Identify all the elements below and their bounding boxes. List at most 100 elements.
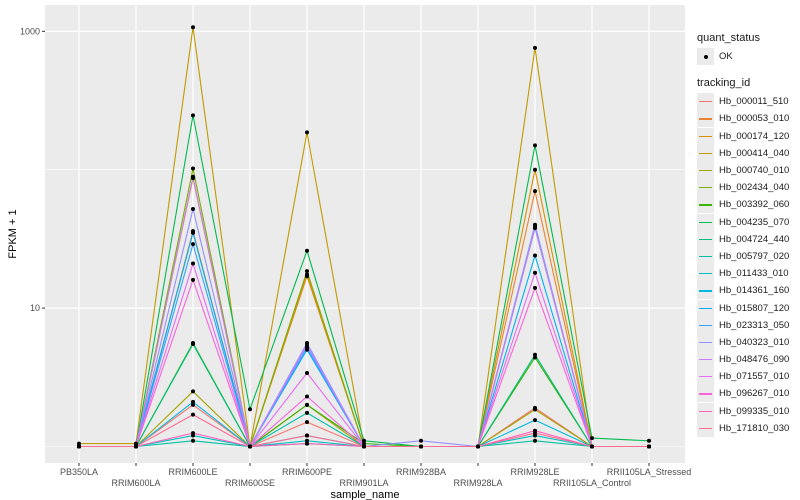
legend-entry: Hb_099335_010 [697,402,790,420]
line-key-icon [697,247,714,265]
data-point [191,389,195,394]
line-key-icon [697,419,714,437]
legend-label: Hb_096267_010 [719,388,790,400]
data-point [191,277,195,282]
y-tick-label: 10 [30,303,40,313]
line-key-icon [697,162,714,180]
data-point [248,444,252,449]
data-point [305,402,309,407]
legend-label: Hb_011433_010 [719,268,789,280]
data-point [191,402,195,407]
legend-entry: Hb_171810_030 [697,419,790,437]
data-point [533,45,537,50]
y-axis-title: FPKM + 1 [7,209,19,258]
data-point [533,270,537,275]
data-point [533,438,537,443]
data-point [305,394,309,399]
line-key-icon [697,282,714,300]
data-point [191,166,195,171]
line-key-icon [697,333,714,351]
legend-label: Hb_005797_020 [719,250,790,262]
data-point [191,412,195,417]
legend-label: Hb_023313_050 [719,319,790,331]
data-point [191,342,195,347]
data-point [191,431,195,436]
x-tick-label: RRII105LA_Control [553,478,631,488]
data-point [305,248,309,253]
legend-entry: Hb_000053_010 [697,110,790,128]
data-point [77,444,81,449]
line-key-icon [697,127,714,145]
line-key-icon [697,299,714,317]
data-point [248,407,252,412]
x-tick-label: PB350LA [60,467,98,477]
data-point [191,399,195,404]
x-tick-label: RRIM600LE [168,467,217,477]
line-key-icon [697,316,714,334]
data-point [191,207,195,212]
x-tick-label: RRIM928LA [453,478,502,488]
legend-entry: Hb_000011_510 [697,93,789,111]
legend-entry: Hb_023313_050 [697,316,790,334]
x-tick-label: RRIM901LA [339,478,388,488]
data-point [191,113,195,118]
data-point [191,438,195,443]
legend-label: Hb_000740_010 [719,165,790,177]
legend-entry: Hb_040323_010 [697,333,790,351]
data-point [533,189,537,194]
data-point [533,431,537,436]
x-tick-label: RRIM600LA [111,478,160,488]
data-point [305,438,309,443]
legend-label: Hb_040323_010 [719,336,790,348]
legend-entry: Hb_000740_010 [697,162,790,180]
legend-label: Hb_099335_010 [719,405,790,417]
data-point [134,444,138,449]
data-point [590,436,594,441]
line-key-icon [697,213,714,231]
legend-entry: Hb_096267_010 [697,385,790,403]
data-point [362,444,366,449]
line-key-icon [697,351,714,369]
legend-entry: Hb_000414_040 [697,144,790,162]
data-point [305,130,309,135]
data-point [191,230,195,235]
color-legend-title: tracking_id [697,77,751,90]
data-point [533,352,537,357]
data-point [533,407,537,412]
legend-entry: Hb_004724_440 [697,230,790,248]
data-point [191,261,195,266]
line-key-icon [697,93,714,111]
x-tick-label: RRIM928LE [510,467,559,477]
legend-entry: Hb_015807_120 [697,299,789,317]
line-key-icon [697,265,714,283]
legend-label: Hb_003392_060 [719,199,790,211]
point-key-icon [697,48,714,66]
data-point [305,343,309,348]
legend-label: Hb_014361_160 [719,285,790,297]
data-point [305,420,309,425]
legend-label: Hb_171810_030 [719,422,790,434]
data-point [533,167,537,172]
data-point [476,444,480,449]
line-key-icon [697,230,714,248]
legend-label: Hb_000414_040 [719,147,790,159]
data-point [191,174,195,179]
shape-legend-entry: OK [697,48,789,66]
data-point [305,410,309,415]
x-tick-label: RRII105LA_Stressed [607,467,692,477]
legend-label: Hb_004724_440 [719,233,790,245]
line-key-icon [697,385,714,403]
legend: quant_status OK tracking_id Hb_000011_51… [697,32,789,437]
legend-label: Hb_000011_510 [719,96,789,108]
legend-entry: Hb_000174_120 [697,127,789,145]
legend-label: Hb_002434_040 [719,182,790,194]
legend-entry: Hb_004235_070 [697,213,789,231]
legend-entry: Hb_011433_010 [697,265,789,283]
shape-legend-label: OK [719,51,733,63]
data-point [191,25,195,30]
legend-label: Hb_000053_010 [719,113,790,125]
data-point [533,224,537,229]
data-point [305,433,309,438]
